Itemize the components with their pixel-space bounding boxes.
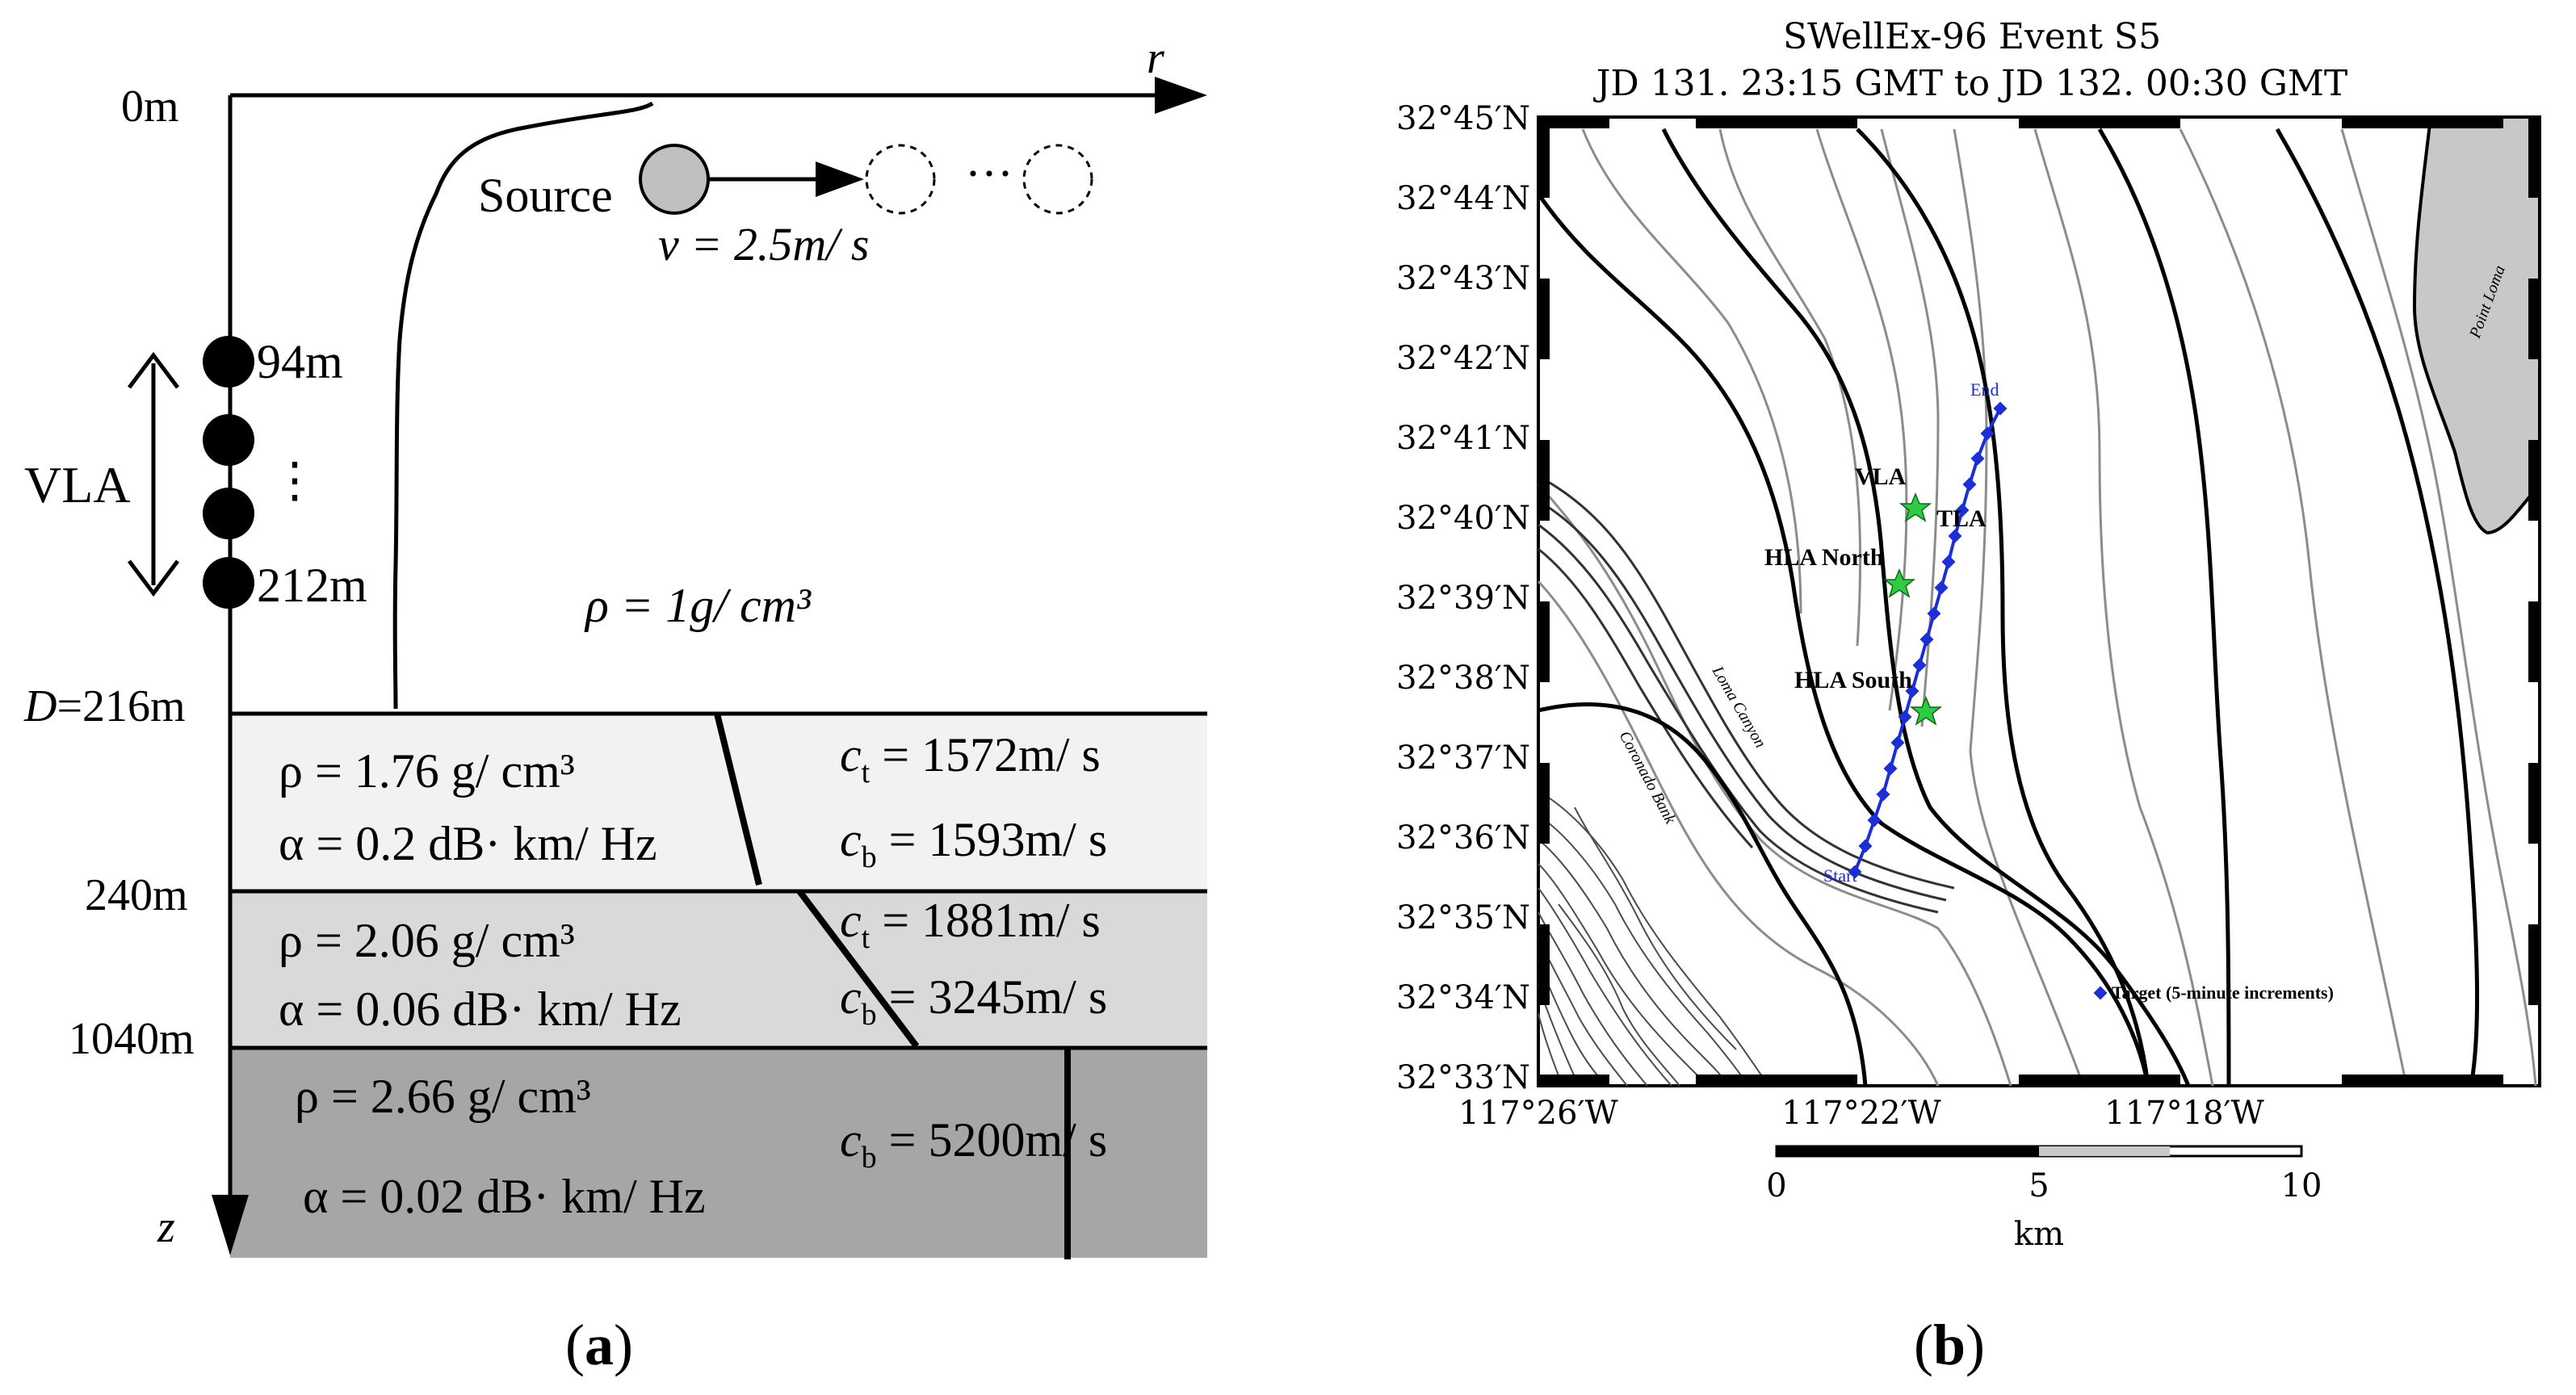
lat-label: 32°40′N	[1396, 500, 1530, 537]
scale-unit: km	[2014, 1216, 2064, 1253]
lat-label: 32°36′N	[1396, 819, 1530, 857]
layer1-density: ρ = 1.76 g/ cm³	[279, 744, 575, 798]
speed-profile-layer2	[796, 889, 920, 1049]
vla-map-label: VLA	[1855, 463, 1907, 490]
lon-label: 117°18′W	[2104, 1095, 2263, 1132]
sediment-layer-1	[230, 714, 1207, 891]
z-axis-arrowhead	[212, 1195, 249, 1255]
lat-label: 32°38′N	[1396, 660, 1530, 697]
r-axis-label: r	[1147, 33, 1164, 83]
map-title-line2: JD 131. 23:15 GMT to JD 132. 00:30 GMT	[1593, 63, 2348, 104]
sediment-layer-2	[230, 891, 1207, 1048]
layer1-cb: cb = 1593m/ s	[840, 813, 1107, 874]
r-axis-arrowhead	[1155, 77, 1207, 114]
hla-north-star	[1882, 568, 1916, 598]
vla-top-depth: 94m	[257, 335, 343, 388]
lat-label: 32°42′N	[1396, 340, 1530, 377]
source-circle	[639, 144, 710, 215]
vla-hydrophone	[203, 414, 254, 466]
vla-star	[1898, 492, 1932, 522]
bathymetry-contours-bold	[1536, 128, 2479, 1087]
depth-label-240m: 240m	[85, 870, 188, 920]
panel-b: SWellEx-96 Event S5 JD 131. 23:15 GMT to…	[1396, 16, 2541, 1377]
source-future-position-1	[865, 144, 936, 215]
lat-label: 32°45′N	[1396, 100, 1530, 137]
depth-label-0m: 0m	[121, 82, 179, 132]
canyon-contours	[1538, 475, 1955, 914]
lat-label: 32°34′N	[1396, 979, 1530, 1016]
source-speed-label: v = 2.5m/ s	[658, 218, 869, 270]
layer2-ct: ct = 1881m/ s	[840, 894, 1101, 955]
layer3-cb: cb = 5200m/ s	[840, 1113, 1107, 1175]
vla-bottom-depth: 212m	[257, 559, 367, 612]
speed-profile-layer1	[714, 713, 762, 886]
lat-label: 32°35′N	[1396, 899, 1530, 936]
layer3-attenuation: α = 0.02 dB· km/ Hz	[303, 1170, 706, 1223]
panel-a-caption: (a)	[565, 1313, 633, 1377]
lon-label: 117°22′W	[1781, 1095, 1940, 1132]
latitude-labels: 32°45′N 32°44′N 32°43′N 32°42′N 32°41′N …	[1396, 100, 1530, 1096]
track-end-label: End	[1970, 379, 1999, 400]
layer3-density: ρ = 2.66 g/ cm³	[295, 1070, 591, 1123]
lon-label: 117°26′W	[1458, 1095, 1617, 1132]
longitude-labels: 117°26′W 117°22′W 117°18′W	[1458, 1095, 2263, 1132]
bathymetry-contours-light	[1537, 128, 2537, 1087]
water-speed-profile	[392, 101, 654, 710]
track-start-label: Start	[1823, 865, 1857, 886]
layer2-attenuation: α = 0.06 dB· km/ Hz	[279, 982, 682, 1036]
water-density: ρ = 1g/ cm³	[584, 579, 812, 632]
source-ellipsis: ···	[965, 147, 1013, 200]
vla-hydrophone	[203, 557, 254, 609]
layer1-attenuation: α = 0.2 dB· km/ Hz	[279, 817, 657, 870]
lat-label: 32°43′N	[1396, 260, 1530, 297]
vla-label: VLA	[24, 456, 131, 513]
map-title-line1: SWellEx-96 Event S5	[1783, 16, 2161, 57]
point-loma-land	[2412, 115, 2541, 535]
scale-bar: 0 5 10 km	[1766, 1145, 2322, 1253]
hla-south-map-label: HLA South	[1794, 667, 1912, 693]
source-future-position-2	[1022, 144, 1093, 215]
map-frame	[1537, 115, 2541, 1087]
seamount-contours	[1538, 790, 1769, 1087]
layer2-density: ρ = 2.06 g/ cm³	[279, 914, 575, 967]
vla-hydrophone	[203, 488, 254, 539]
lat-label: 32°33′N	[1396, 1059, 1530, 1096]
scale-tick: 5	[2028, 1167, 2049, 1204]
panel-b-caption: (b)	[1914, 1313, 1985, 1377]
tla-map-label: TLA	[1936, 505, 1987, 532]
vla-hydrophone	[203, 336, 254, 388]
lat-label: 32°44′N	[1396, 180, 1530, 217]
map-border-bars	[1538, 117, 2540, 1086]
hla-south-star	[1909, 696, 1943, 726]
lat-label: 32°41′N	[1396, 420, 1530, 457]
track-markers	[1848, 401, 2108, 1000]
basement-layer	[230, 1048, 1207, 1258]
layer2-cb: cb = 3245m/ s	[840, 970, 1107, 1032]
vla-dots: ⋮	[271, 454, 319, 507]
z-axis-label: z	[157, 1202, 175, 1252]
lat-label: 32°37′N	[1396, 739, 1530, 777]
lat-label: 32°39′N	[1396, 580, 1530, 617]
scale-tick: 0	[1766, 1167, 1786, 1204]
target-label: Target (5-minute increments)	[2112, 982, 2334, 1003]
panel-a: r z 0m D=216m 240m 1040m Source ··· v = …	[23, 33, 1207, 1377]
source-label: Source	[478, 169, 613, 222]
depth-label-216m: D=216m	[23, 681, 186, 731]
layer1-ct: ct = 1572m/ s	[840, 728, 1101, 790]
scale-tick: 10	[2281, 1167, 2322, 1204]
hla-north-map-label: HLA North	[1764, 544, 1884, 571]
depth-label-1040m: 1040m	[69, 1014, 195, 1064]
